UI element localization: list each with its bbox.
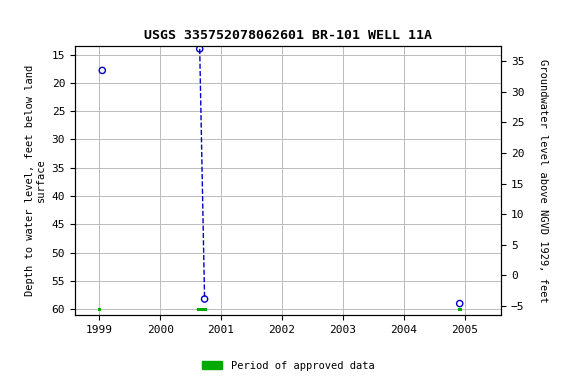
Point (200, 296, 209, 302)
Y-axis label: Depth to water level, feet below land
surface: Depth to water level, feet below land su… (25, 65, 46, 296)
Legend: Period of approved data: Period of approved data (198, 357, 378, 375)
Bar (458, 308, 461, 311)
Y-axis label: Groundwater level above NGVD 1929, feet: Groundwater level above NGVD 1929, feet (538, 59, 548, 302)
Point (98, 67, 107, 73)
Bar (98, 308, 101, 311)
Point (455, 301, 464, 307)
Bar (196, 308, 207, 311)
Point (195, 46, 204, 52)
Title: USGS 335752078062601 BR-101 WELL 11A: USGS 335752078062601 BR-101 WELL 11A (144, 29, 432, 42)
